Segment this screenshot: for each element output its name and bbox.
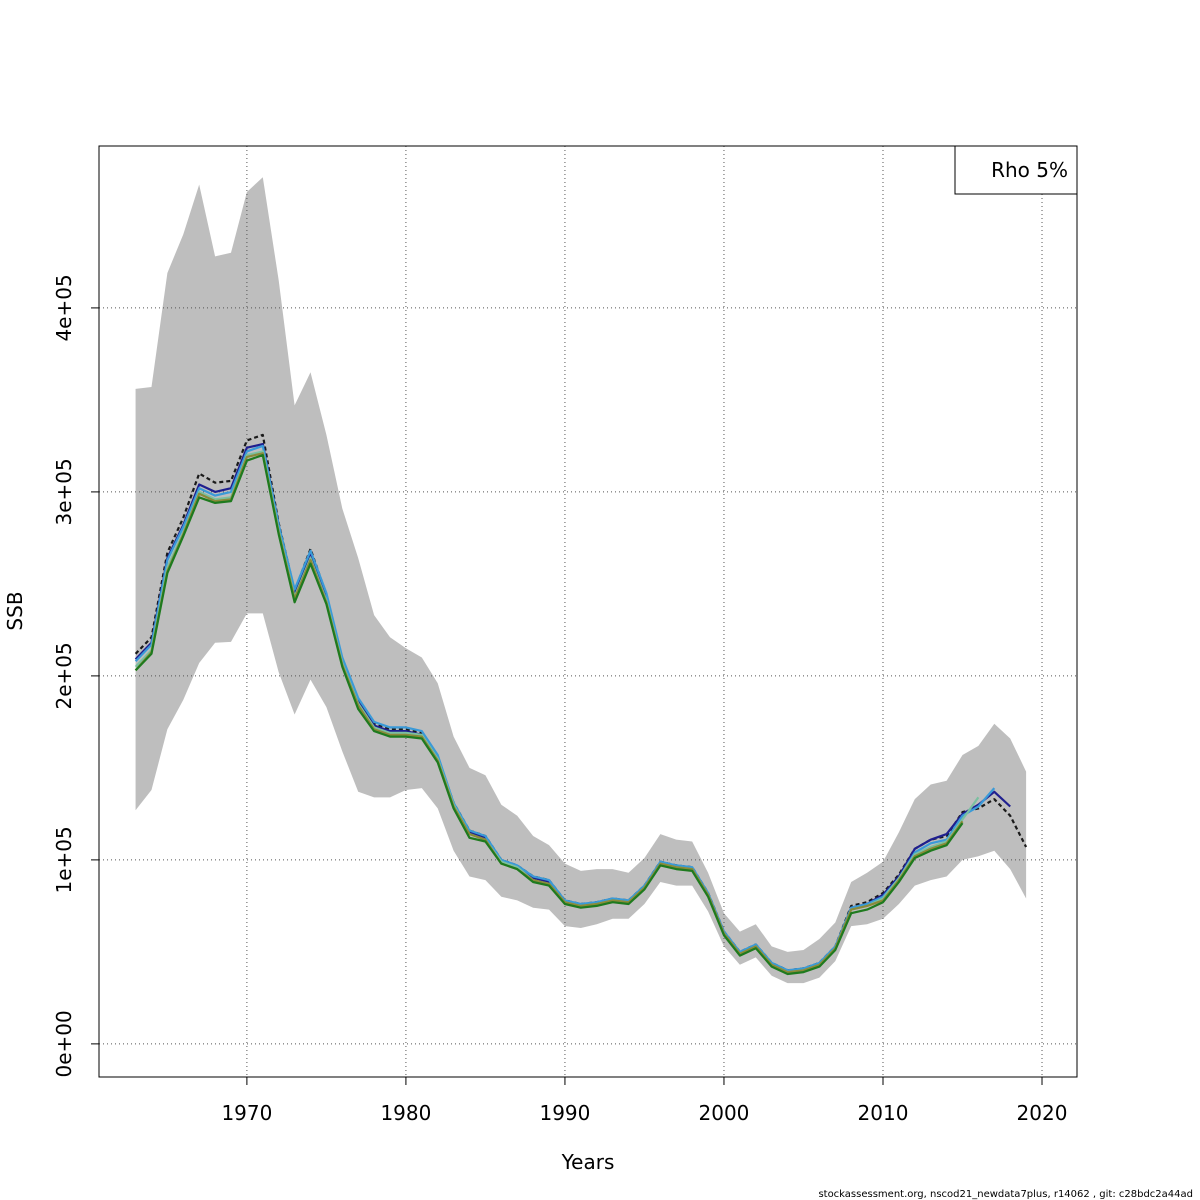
plot-frame [98,145,1078,1078]
x-tick-label: 1970 [221,1101,272,1125]
x-tick-label: 1990 [539,1101,590,1125]
y-axis-title: SSB [3,591,27,630]
axis-layer: 1970 1980 1990 2000 2010 2020 0e+00 1e+05 2e+05 3… [52,274,1067,1125]
x-tick-label: 2020 [1017,1101,1068,1125]
x-tick-label: 1980 [380,1101,431,1125]
x-axis-title: Years [561,1150,615,1174]
series-layer [134,433,1028,976]
x-tick-label: 2000 [699,1101,750,1125]
legend-box [954,145,1078,195]
confidence-band-layer [135,177,1027,984]
y-tick-label: 4e+05 [52,274,76,341]
legend: Rho 5% [954,145,1078,195]
y-tick-label: 3e+05 [52,458,76,525]
legend-label: Rho 5% [991,158,1068,182]
y-tick-label: 1e+05 [52,826,76,893]
confidence-band [135,177,1027,984]
grid-layer [99,146,1077,1077]
series-line-6 [134,454,964,976]
y-tick-label: 2e+05 [52,642,76,709]
y-tick-label: 0e+00 [52,1010,76,1077]
x-tick-label: 2010 [858,1101,909,1125]
footer-note: stockassessment.org, nscod21_newdata7plu… [818,1189,1193,1200]
